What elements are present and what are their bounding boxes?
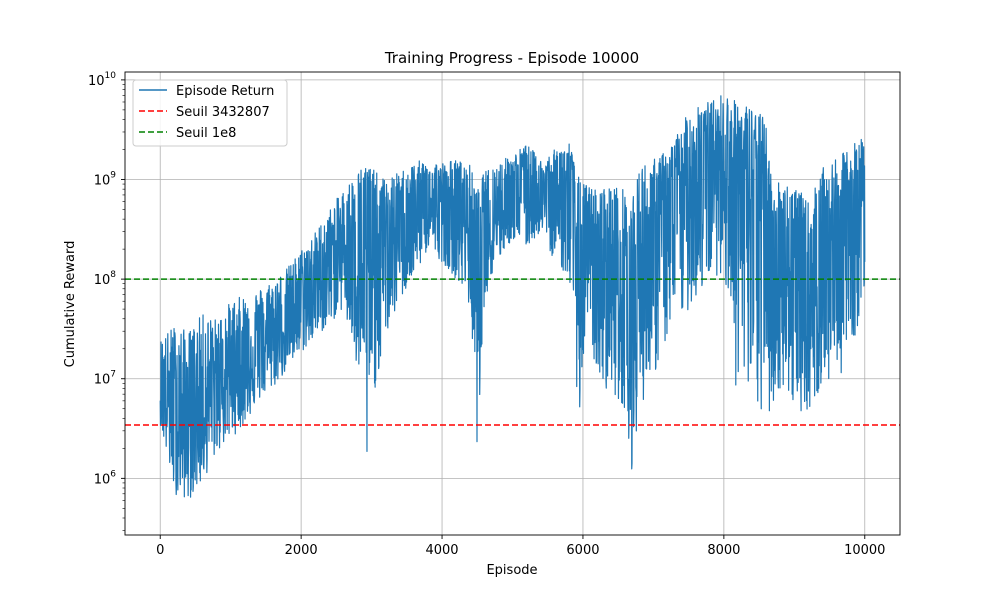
y-tick-label: 109 — [94, 171, 117, 189]
y-tick-label: 108 — [94, 270, 117, 288]
legend-label: Episode Return — [176, 84, 274, 99]
y-tick-label: 1010 — [88, 71, 116, 89]
legend-label: Seuil 1e8 — [176, 126, 236, 141]
y-axis-label: Cumulative Reward — [63, 241, 78, 368]
x-tick-label: 2000 — [285, 543, 318, 558]
x-tick-label: 10000 — [844, 543, 885, 558]
plot-area — [125, 95, 900, 498]
axes-frame — [124, 71, 901, 536]
x-tick-label: 8000 — [707, 543, 740, 558]
legend-label: Seuil 3432807 — [176, 105, 270, 120]
x-tick-label: 6000 — [566, 543, 599, 558]
x-axis-label: Episode — [486, 563, 537, 578]
axes: 0 2000 4000 6000 8000 10000 106 107 108 109 1010 — [88, 71, 901, 558]
chart-title: Training Progress - Episode 10000 — [384, 49, 639, 67]
x-tick-label: 4000 — [425, 543, 458, 558]
episode-return-line — [159, 95, 866, 498]
legend: Episode Return Seuil 3432807 Seuil 1e8 — [132, 79, 288, 147]
x-tick-label: 0 — [156, 543, 164, 558]
legend-box — [132, 79, 288, 147]
y-tick-label: 107 — [94, 370, 116, 388]
y-tick-label: 106 — [94, 469, 117, 487]
